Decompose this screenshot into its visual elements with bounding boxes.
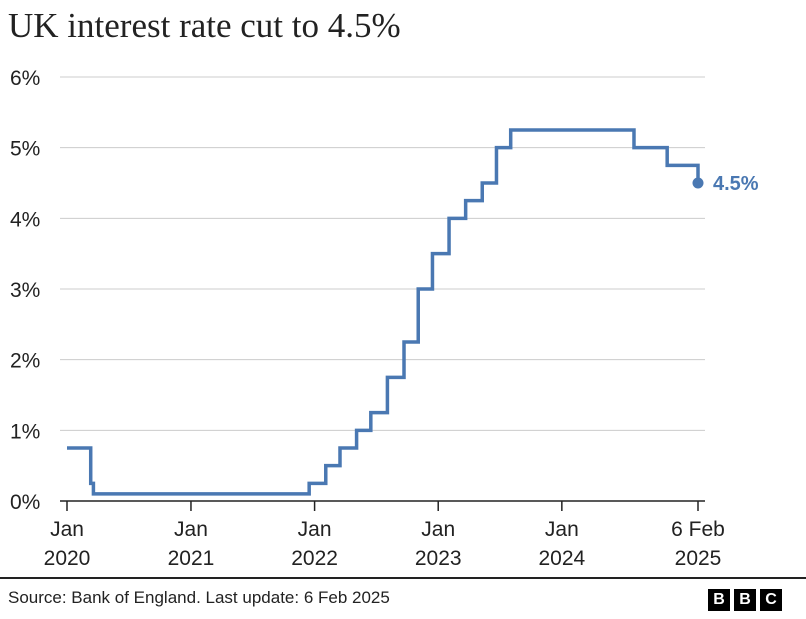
end-value-label: 4.5% <box>713 173 759 195</box>
x-tick-year: 2022 <box>291 547 338 570</box>
series-layer: 4.5% <box>67 128 759 496</box>
x-tick-label: Jan <box>298 518 332 541</box>
x-axis: Jan 2020 Jan 2021 Jan 2022 Jan 2023 Jan 2024 6 Feb… <box>44 501 725 570</box>
bbc-logo: B B C <box>708 589 782 611</box>
x-tick-label: Jan <box>50 518 84 541</box>
chart: 0% 1% 2% 3% 4% 5% 6% Jan 2020 Jan 2021 Jan 2022 Jan 2… <box>10 67 759 570</box>
logo-letter: B <box>734 589 756 611</box>
chart-title: UK interest rate cut to 4.5% <box>8 6 401 45</box>
y-axis-labels: 0% 1% 2% 3% 4% 5% 6% <box>10 67 40 514</box>
y-tick-label: 5% <box>10 138 40 161</box>
x-tick-label: 6 Feb <box>671 518 725 541</box>
x-tick-year: 2025 <box>675 547 722 570</box>
y-tick-label: 6% <box>10 67 40 90</box>
x-tick-label: Jan <box>545 518 579 541</box>
x-tick-year: 2023 <box>415 547 462 570</box>
y-tick-label: 2% <box>10 350 40 373</box>
y-tick-label: 3% <box>10 279 40 302</box>
x-tick-year: 2020 <box>44 547 91 570</box>
y-tick-label: 4% <box>10 208 40 231</box>
x-tick-year: 2021 <box>168 547 215 570</box>
x-tick-label: Jan <box>421 518 455 541</box>
x-tick-year: 2024 <box>538 547 585 570</box>
logo-letter: B <box>708 589 730 611</box>
logo-letter: C <box>760 589 782 611</box>
end-point-marker <box>692 177 704 189</box>
y-tick-label: 1% <box>10 420 40 443</box>
source-note: Source: Bank of England. Last update: 6 … <box>8 588 390 607</box>
x-tick-label: Jan <box>174 518 208 541</box>
footer-divider <box>0 577 806 579</box>
y-tick-label: 0% <box>10 491 40 514</box>
gridlines <box>60 76 705 502</box>
interest-rate-line <box>67 128 700 496</box>
